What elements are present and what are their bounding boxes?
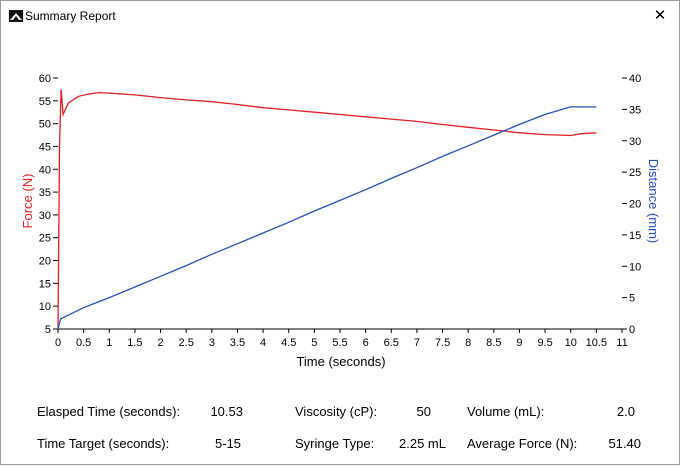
- x-tick-label: 5: [311, 337, 317, 349]
- series-group: [57, 89, 597, 330]
- y-right-tick-label: 10: [629, 261, 641, 273]
- y-right-tick-label: 25: [629, 167, 641, 179]
- viscosity-label: Viscosity (cP):: [295, 404, 378, 419]
- x-tick-label: 10: [565, 337, 577, 349]
- average-force-label: Average Force (N):: [467, 436, 578, 451]
- y-left-tick-label: 15: [39, 278, 51, 290]
- syringe-type-label: Syringe Type:: [295, 436, 375, 451]
- x-tick-label: 5.5: [332, 337, 347, 349]
- elapsed-time-value: 10.53: [210, 404, 243, 419]
- force-distance-chart: 0 0.5 1 1.5 2 2.5 3 3.5 4 4.5 5 5.5 6 6.5 7 7.5 8 8.5 9 9.5…: [20, 73, 661, 369]
- x-tick-label: 2: [157, 337, 163, 349]
- x-tick-label: 0.5: [76, 337, 91, 349]
- x-tick-label: 11: [616, 337, 627, 349]
- x-tick-label: 4.5: [281, 337, 296, 349]
- y-left-tick-label: 10: [39, 301, 51, 313]
- close-button[interactable]: ✕: [653, 7, 667, 24]
- x-tick-label: 2.5: [179, 337, 194, 349]
- y-right-tick-label: 15: [629, 230, 641, 242]
- average-force-value: 51.40: [608, 436, 641, 451]
- y-left-axis-label: Force (N): [20, 174, 35, 229]
- y-left-tick-label: 50: [39, 119, 51, 131]
- y-left-tick-label: 5: [45, 324, 51, 336]
- summary-stats: Elasped Time (seconds): 10.53 Time Targe…: [1, 396, 679, 466]
- x-tick-label: 8.5: [486, 337, 501, 349]
- y-left-tick-label: 30: [39, 210, 51, 222]
- y-left-tick-label: 60: [39, 73, 51, 85]
- x-tick-label: 9.5: [537, 337, 552, 349]
- volume-label: Volume (mL):: [467, 404, 545, 419]
- y-left-tick-label: 25: [39, 233, 51, 245]
- y-left-tick-label: 35: [39, 187, 51, 199]
- y-left-tick-label: 40: [39, 164, 51, 176]
- x-axis-label: Time (seconds): [296, 354, 385, 369]
- y-left-tick-label: 20: [39, 256, 51, 268]
- y-left-tick-label: 55: [39, 96, 51, 108]
- title-bar: Summary Report ✕: [1, 1, 679, 31]
- y-right-tick-label: 20: [629, 199, 641, 211]
- x-tick-label: 10.5: [586, 337, 607, 349]
- x-tick-label: 0: [55, 337, 61, 349]
- y-right-tick-label: 35: [629, 104, 641, 116]
- x-tick-label: 9: [516, 337, 522, 349]
- x-tick-label: 3.5: [230, 337, 245, 349]
- y-left-tick-label: 45: [39, 141, 51, 153]
- app-logo-icon: [9, 10, 23, 22]
- time-target-value: 5-15: [214, 436, 241, 451]
- window-title: Summary Report: [25, 9, 116, 23]
- distance-series-line: [57, 106, 597, 330]
- y-right-axis-label: Distance (mm): [646, 159, 661, 244]
- y-right-tick-label: 0: [629, 324, 635, 336]
- y-right-tick-label: 40: [629, 73, 641, 85]
- y-right-tick-label: 30: [629, 136, 641, 148]
- x-tick-label: 6.5: [384, 337, 399, 349]
- x-tick-label: 7.5: [435, 337, 450, 349]
- syringe-type-value: 2.25 mL: [399, 436, 446, 451]
- x-tick-label: 3: [209, 337, 215, 349]
- x-tick-label: 8: [465, 337, 471, 349]
- x-tick-label: 1.5: [127, 337, 142, 349]
- volume-value: 2.0: [616, 404, 635, 419]
- y-right-tick-label: 5: [629, 293, 635, 305]
- x-tick-label: 7: [414, 337, 420, 349]
- axes: 0 0.5 1 1.5 2 2.5 3 3.5 4 4.5 5 5.5 6 6.5 7 7.5 8 8.5 9 9.5…: [39, 73, 642, 349]
- elapsed-time-label: Elasped Time (seconds):: [37, 404, 181, 419]
- x-tick-label: 1: [106, 337, 112, 349]
- time-target-label: Time Target (seconds):: [37, 436, 170, 451]
- viscosity-value: 50: [416, 404, 431, 419]
- x-tick-label: 4: [260, 337, 266, 349]
- x-tick-label: 6: [363, 337, 369, 349]
